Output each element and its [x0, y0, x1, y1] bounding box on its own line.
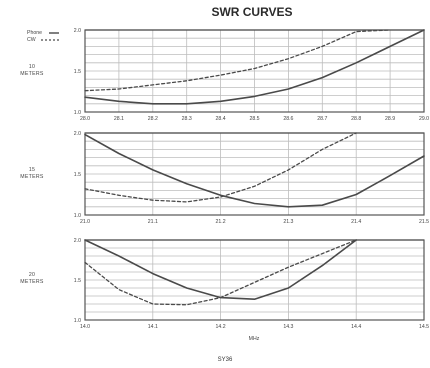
x-tick-label: 29.0: [419, 116, 429, 122]
x-tick-label: 21.3: [283, 219, 293, 225]
x-tick-label: 21.1: [148, 219, 158, 225]
panels: 28.0 28.1 28.2 28.3 28.4 28.5 28.6 28.7 28.8 28.9…: [20, 28, 429, 342]
series-line-cw: [84, 29, 391, 92]
panel-1: 21.0 21.1 21.2 21.3 21.4 21.5 2.0 1.5 1.0 15METER…: [20, 131, 429, 225]
x-tick-label: 14.5: [419, 324, 429, 330]
panel-label: METERS: [20, 174, 44, 180]
panel-label: 15: [29, 167, 35, 173]
x-tick-label: 28.9: [385, 116, 395, 122]
x-tick-label: 21.2: [216, 219, 226, 225]
y-tick-label: 2.0: [74, 28, 81, 34]
x-tick-label: 14.2: [216, 324, 226, 330]
series-line-cw: [84, 239, 357, 306]
panel-label: METERS: [20, 71, 44, 77]
x-tick-label: 21.5: [419, 219, 429, 225]
series-line-phone: [84, 133, 425, 208]
panel-label: 20: [29, 272, 35, 278]
x-tick-label: 28.2: [148, 116, 158, 122]
y-tick-label: 2.0: [74, 238, 81, 244]
y-tick-label: 1.0: [74, 213, 81, 219]
y-tick-label: 1.5: [74, 278, 81, 284]
x-tick-label: 14.3: [283, 324, 293, 330]
x-tick-label: 28.3: [182, 116, 192, 122]
y-tick-label: 1.0: [74, 318, 81, 324]
x-tick-label: 14.0: [80, 324, 90, 330]
panel-0: 28.0 28.1 28.2 28.3 28.4 28.5 28.6 28.7 28.8 28.9…: [20, 28, 429, 122]
legend: Phone CW: [27, 30, 59, 43]
x-tick-label: 28.1: [114, 116, 124, 122]
figure-footnote: SY36: [218, 357, 233, 363]
x-tick-label: 28.5: [249, 116, 259, 122]
y-tick-label: 1.0: [74, 110, 81, 116]
legend-label-phone: Phone: [27, 30, 42, 36]
x-tick-label: 14.1: [148, 324, 158, 330]
panel-label: METERS: [20, 279, 44, 285]
x-tick-label: 28.0: [80, 116, 90, 122]
x-axis-label: MHz: [249, 336, 260, 342]
panel-2: 14.0 14.1 14.2 14.3 14.4 14.5 2.0 1.5 1.0 20METER…: [20, 238, 429, 330]
x-tick-label: 14.4: [351, 324, 361, 330]
y-tick-label: 1.5: [74, 172, 81, 178]
x-tick-label: 28.4: [216, 116, 226, 122]
x-tick-label: 28.7: [317, 116, 327, 122]
series-line-phone: [84, 29, 425, 105]
legend-label-cw: CW: [27, 37, 36, 43]
x-tick-label: 21.0: [80, 219, 90, 225]
x-tick-label: 28.8: [351, 116, 361, 122]
y-tick-label: 2.0: [74, 131, 81, 137]
series-line-cw: [84, 132, 357, 203]
y-tick-label: 1.5: [74, 69, 81, 75]
x-tick-label: 28.6: [283, 116, 293, 122]
x-tick-label: 21.4: [351, 219, 361, 225]
chart-title: SWR CURVES: [211, 5, 292, 19]
panel-label: 10: [29, 64, 35, 70]
